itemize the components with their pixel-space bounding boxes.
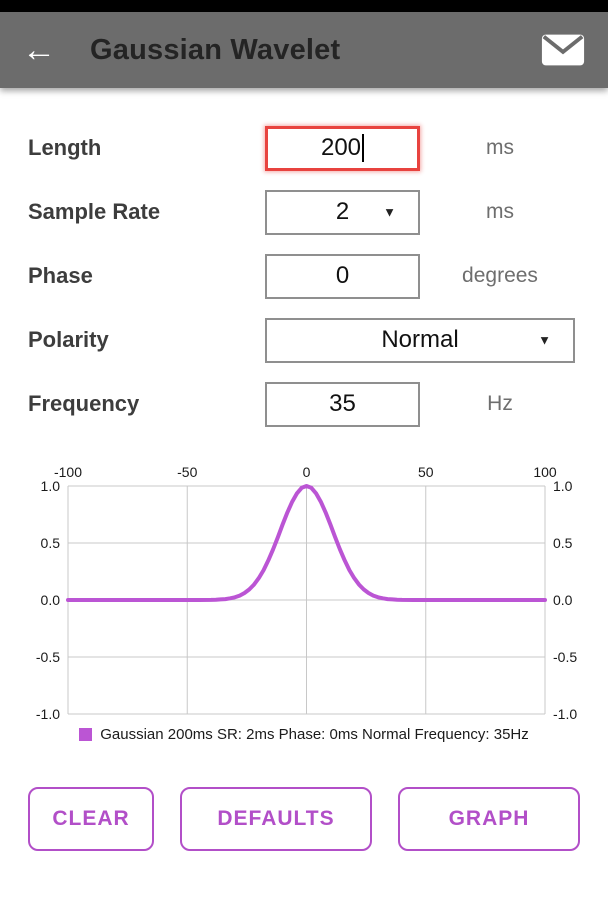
- chevron-down-icon: ▼: [538, 332, 551, 348]
- svg-text:-1.0: -1.0: [553, 706, 577, 720]
- text-cursor: [362, 134, 365, 162]
- sample-rate-value: 2: [335, 198, 350, 225]
- frequency-unit: Hz: [487, 392, 513, 415]
- svg-text:1.0: 1.0: [41, 478, 61, 494]
- wavelet-form: Length 200 ms Sample Rate 2 ▼ ms Phase 0…: [0, 116, 608, 436]
- svg-text:0.5: 0.5: [41, 535, 61, 551]
- polarity-value: Normal: [381, 326, 459, 353]
- chart-legend: Gaussian 200ms SR: 2ms Phase: 0ms Normal…: [0, 726, 608, 743]
- mail-button[interactable]: [540, 32, 586, 68]
- length-value: 200: [320, 134, 362, 161]
- back-button[interactable]: ←: [22, 33, 68, 67]
- app-bar: ← Gaussian Wavelet: [0, 12, 608, 88]
- svg-text:-0.5: -0.5: [553, 649, 577, 665]
- legend-marker: [79, 728, 93, 741]
- polarity-dropdown[interactable]: Normal ▼: [265, 317, 575, 363]
- frequency-label: Frequency: [28, 391, 140, 416]
- svg-text:100: 100: [533, 464, 557, 480]
- svg-text:-100: -100: [54, 464, 82, 480]
- svg-text:50: 50: [418, 464, 434, 480]
- svg-text:-0.5: -0.5: [36, 649, 60, 665]
- sample-rate-unit: ms: [486, 200, 514, 223]
- sample-rate-label: Sample Rate: [28, 199, 161, 224]
- phase-label: Phase: [28, 263, 93, 288]
- form-row-length: Length 200 ms: [0, 116, 608, 180]
- svg-text:0: 0: [303, 464, 311, 480]
- defaults-button[interactable]: DEFAULTS: [180, 787, 372, 851]
- mail-icon: [541, 34, 585, 66]
- frequency-value: 35: [329, 390, 356, 417]
- svg-text:0.5: 0.5: [553, 535, 573, 551]
- form-row-polarity: Polarity Normal ▼: [0, 308, 608, 372]
- legend-text: Gaussian 200ms SR: 2ms Phase: 0ms Normal…: [100, 726, 529, 743]
- length-unit: ms: [486, 136, 514, 159]
- svg-text:1.0: 1.0: [553, 478, 573, 494]
- length-input[interactable]: 200: [265, 125, 420, 171]
- phase-input[interactable]: 0: [265, 253, 420, 299]
- phase-unit: degrees: [462, 264, 538, 287]
- chevron-down-icon: ▼: [383, 204, 396, 220]
- svg-text:0.0: 0.0: [41, 592, 61, 608]
- form-row-sample-rate: Sample Rate 2 ▼ ms: [0, 180, 608, 244]
- frequency-input[interactable]: 35: [265, 381, 420, 427]
- form-row-frequency: Frequency 35 Hz: [0, 372, 608, 436]
- back-arrow-icon: ←: [22, 31, 56, 69]
- graph-button[interactable]: GRAPH: [398, 787, 580, 851]
- sample-rate-dropdown[interactable]: 2 ▼: [265, 189, 420, 235]
- phase-value: 0: [335, 262, 350, 289]
- length-label: Length: [28, 135, 102, 160]
- svg-text:-50: -50: [177, 464, 197, 480]
- polarity-label: Polarity: [28, 327, 109, 352]
- clear-button[interactable]: CLEAR: [28, 787, 154, 851]
- wavelet-chart: -100 -50 0 50 100 1.0 1.0 0.5 0.5 0.0 0.0 -0.5 -0.5-…: [0, 458, 608, 743]
- page-title: Gaussian Wavelet: [90, 33, 341, 66]
- form-row-phase: Phase 0 degrees: [0, 244, 608, 308]
- action-buttons: CLEAR DEFAULTS GRAPH: [0, 787, 608, 851]
- svg-text:-1.0: -1.0: [36, 706, 60, 720]
- svg-text:0.0: 0.0: [553, 592, 573, 608]
- status-bar: [0, 0, 608, 12]
